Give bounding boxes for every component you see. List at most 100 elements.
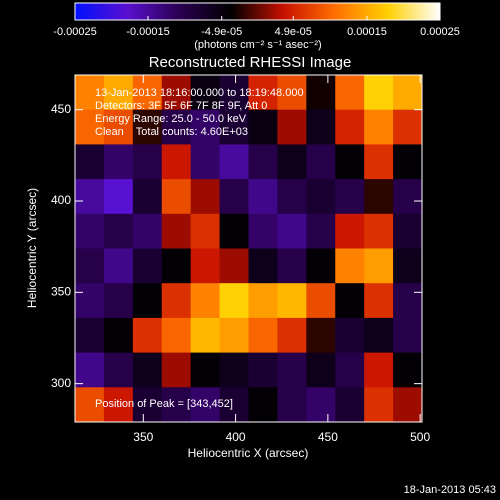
heatmap-cell	[306, 179, 336, 215]
colorbar	[74, 2, 441, 21]
heatmap-cell	[306, 109, 336, 145]
heatmap-cell	[364, 213, 394, 249]
heatmap-cell	[277, 387, 307, 423]
heatmap-cell	[103, 213, 134, 249]
annotation: Clean Total counts: 4.60E+03	[95, 126, 248, 138]
heatmap-cell	[364, 109, 394, 145]
heatmap-cell	[190, 75, 221, 111]
x-tick-label: 450	[318, 430, 338, 444]
peak-label: Position of Peak = [343,452]	[95, 398, 233, 410]
heatmap-cell	[277, 317, 307, 354]
heatmap-cell	[132, 75, 163, 111]
heatmap-cell	[277, 144, 307, 180]
heatmap-cell	[277, 109, 307, 145]
heatmap-cell	[103, 75, 134, 111]
heatmap-cell	[161, 213, 192, 249]
heatmap-cell	[248, 75, 278, 111]
heatmap-cell	[364, 283, 394, 319]
heatmap-cell	[248, 109, 278, 145]
x-tick-label: 350	[133, 430, 153, 444]
heatmap-cell	[306, 317, 336, 354]
heatmap-cell	[75, 352, 105, 388]
heatmap-cell	[75, 179, 105, 215]
heatmap-cell	[306, 213, 336, 249]
heatmap-cell	[335, 213, 365, 249]
heatmap-cell	[161, 179, 192, 215]
heatmap-cell	[219, 248, 249, 284]
heatmap-cell	[190, 179, 221, 215]
heatmap-cell	[103, 248, 134, 284]
colorbar-tick-label: 0.00015	[347, 26, 387, 38]
heatmap-cell	[364, 352, 394, 388]
annotation: Energy Range: 25.0 - 50.0 keV	[95, 113, 247, 125]
heatmap-cell	[277, 179, 307, 215]
heatmap-cell	[132, 179, 163, 215]
heatmap-cell	[132, 144, 163, 180]
y-tick-label: 350	[51, 285, 71, 299]
heatmap-cell	[335, 109, 365, 145]
heatmap-cell	[132, 213, 163, 249]
heatmap-cell	[219, 109, 249, 145]
heatmap-cell	[364, 248, 394, 284]
colorbar-tick-label: 0.00025	[420, 26, 460, 38]
heatmap-cell	[190, 387, 221, 423]
heatmap-cell	[219, 144, 249, 180]
heatmap-cell	[103, 179, 134, 215]
heatmap-cell	[248, 144, 278, 180]
heatmap-cell	[132, 317, 163, 354]
heatmap-cell	[190, 352, 221, 388]
heatmap-cell	[277, 213, 307, 249]
heatmap-cell	[132, 248, 163, 284]
heatmap-cell	[306, 387, 336, 423]
heatmap-cell	[75, 317, 105, 354]
heatmap-cell	[335, 387, 365, 423]
heatmap-cell	[393, 283, 423, 319]
heatmap-cell	[335, 75, 365, 111]
heatmap-cell	[103, 109, 134, 145]
heatmap-cell	[103, 317, 134, 354]
x-axis-label: Heliocentric X (arcsec)	[188, 446, 309, 460]
heatmap-cell	[219, 352, 249, 388]
heatmap-cell	[190, 213, 221, 249]
heatmap-cell	[190, 317, 221, 354]
heatmap-cell	[248, 317, 278, 354]
heatmap-cell	[161, 144, 192, 180]
heatmap-cell	[277, 248, 307, 284]
heatmap-cell	[393, 144, 423, 180]
heatmap-cell	[75, 387, 105, 423]
heatmap-cell	[161, 283, 192, 319]
heatmap-cell	[364, 144, 394, 180]
heatmap-cell	[335, 179, 365, 215]
heatmap-cell	[190, 248, 221, 284]
heatmap-cell	[103, 144, 134, 180]
heatmap-cell	[306, 283, 336, 319]
heatmap-cell	[75, 213, 105, 249]
heatmap-cell	[75, 75, 105, 111]
y-tick-label: 450	[51, 102, 71, 116]
heatmap-cell	[132, 283, 163, 319]
heatmap-cell	[335, 248, 365, 284]
heatmap-cell	[219, 283, 249, 319]
heatmap-cell	[393, 387, 423, 423]
y-axis-label: Heliocentric Y (arcsec)	[25, 188, 39, 308]
colorbar-label: (photons cm⁻² s⁻¹ asec⁻²)	[194, 39, 321, 51]
heatmap-cell	[393, 352, 423, 388]
heatmap-cell	[335, 283, 365, 319]
heatmap-cell	[132, 109, 163, 145]
heatmap-cell	[364, 75, 394, 111]
heatmap-cell	[132, 387, 163, 423]
heatmap-cell	[393, 179, 423, 215]
heatmap-cell	[335, 144, 365, 180]
heatmap-cell	[161, 248, 192, 284]
heatmap-cell	[161, 387, 192, 423]
heatmap-cell	[161, 352, 192, 388]
heatmap-cell	[161, 75, 192, 111]
heatmap-cell	[248, 352, 278, 388]
heatmap-cell	[393, 248, 423, 284]
heatmap-cell	[161, 317, 192, 354]
heatmap-cell	[335, 317, 365, 354]
heatmap-cell	[219, 75, 249, 111]
heatmap-cell	[248, 283, 278, 319]
colorbar-tick-label: -0.00025	[53, 26, 96, 38]
